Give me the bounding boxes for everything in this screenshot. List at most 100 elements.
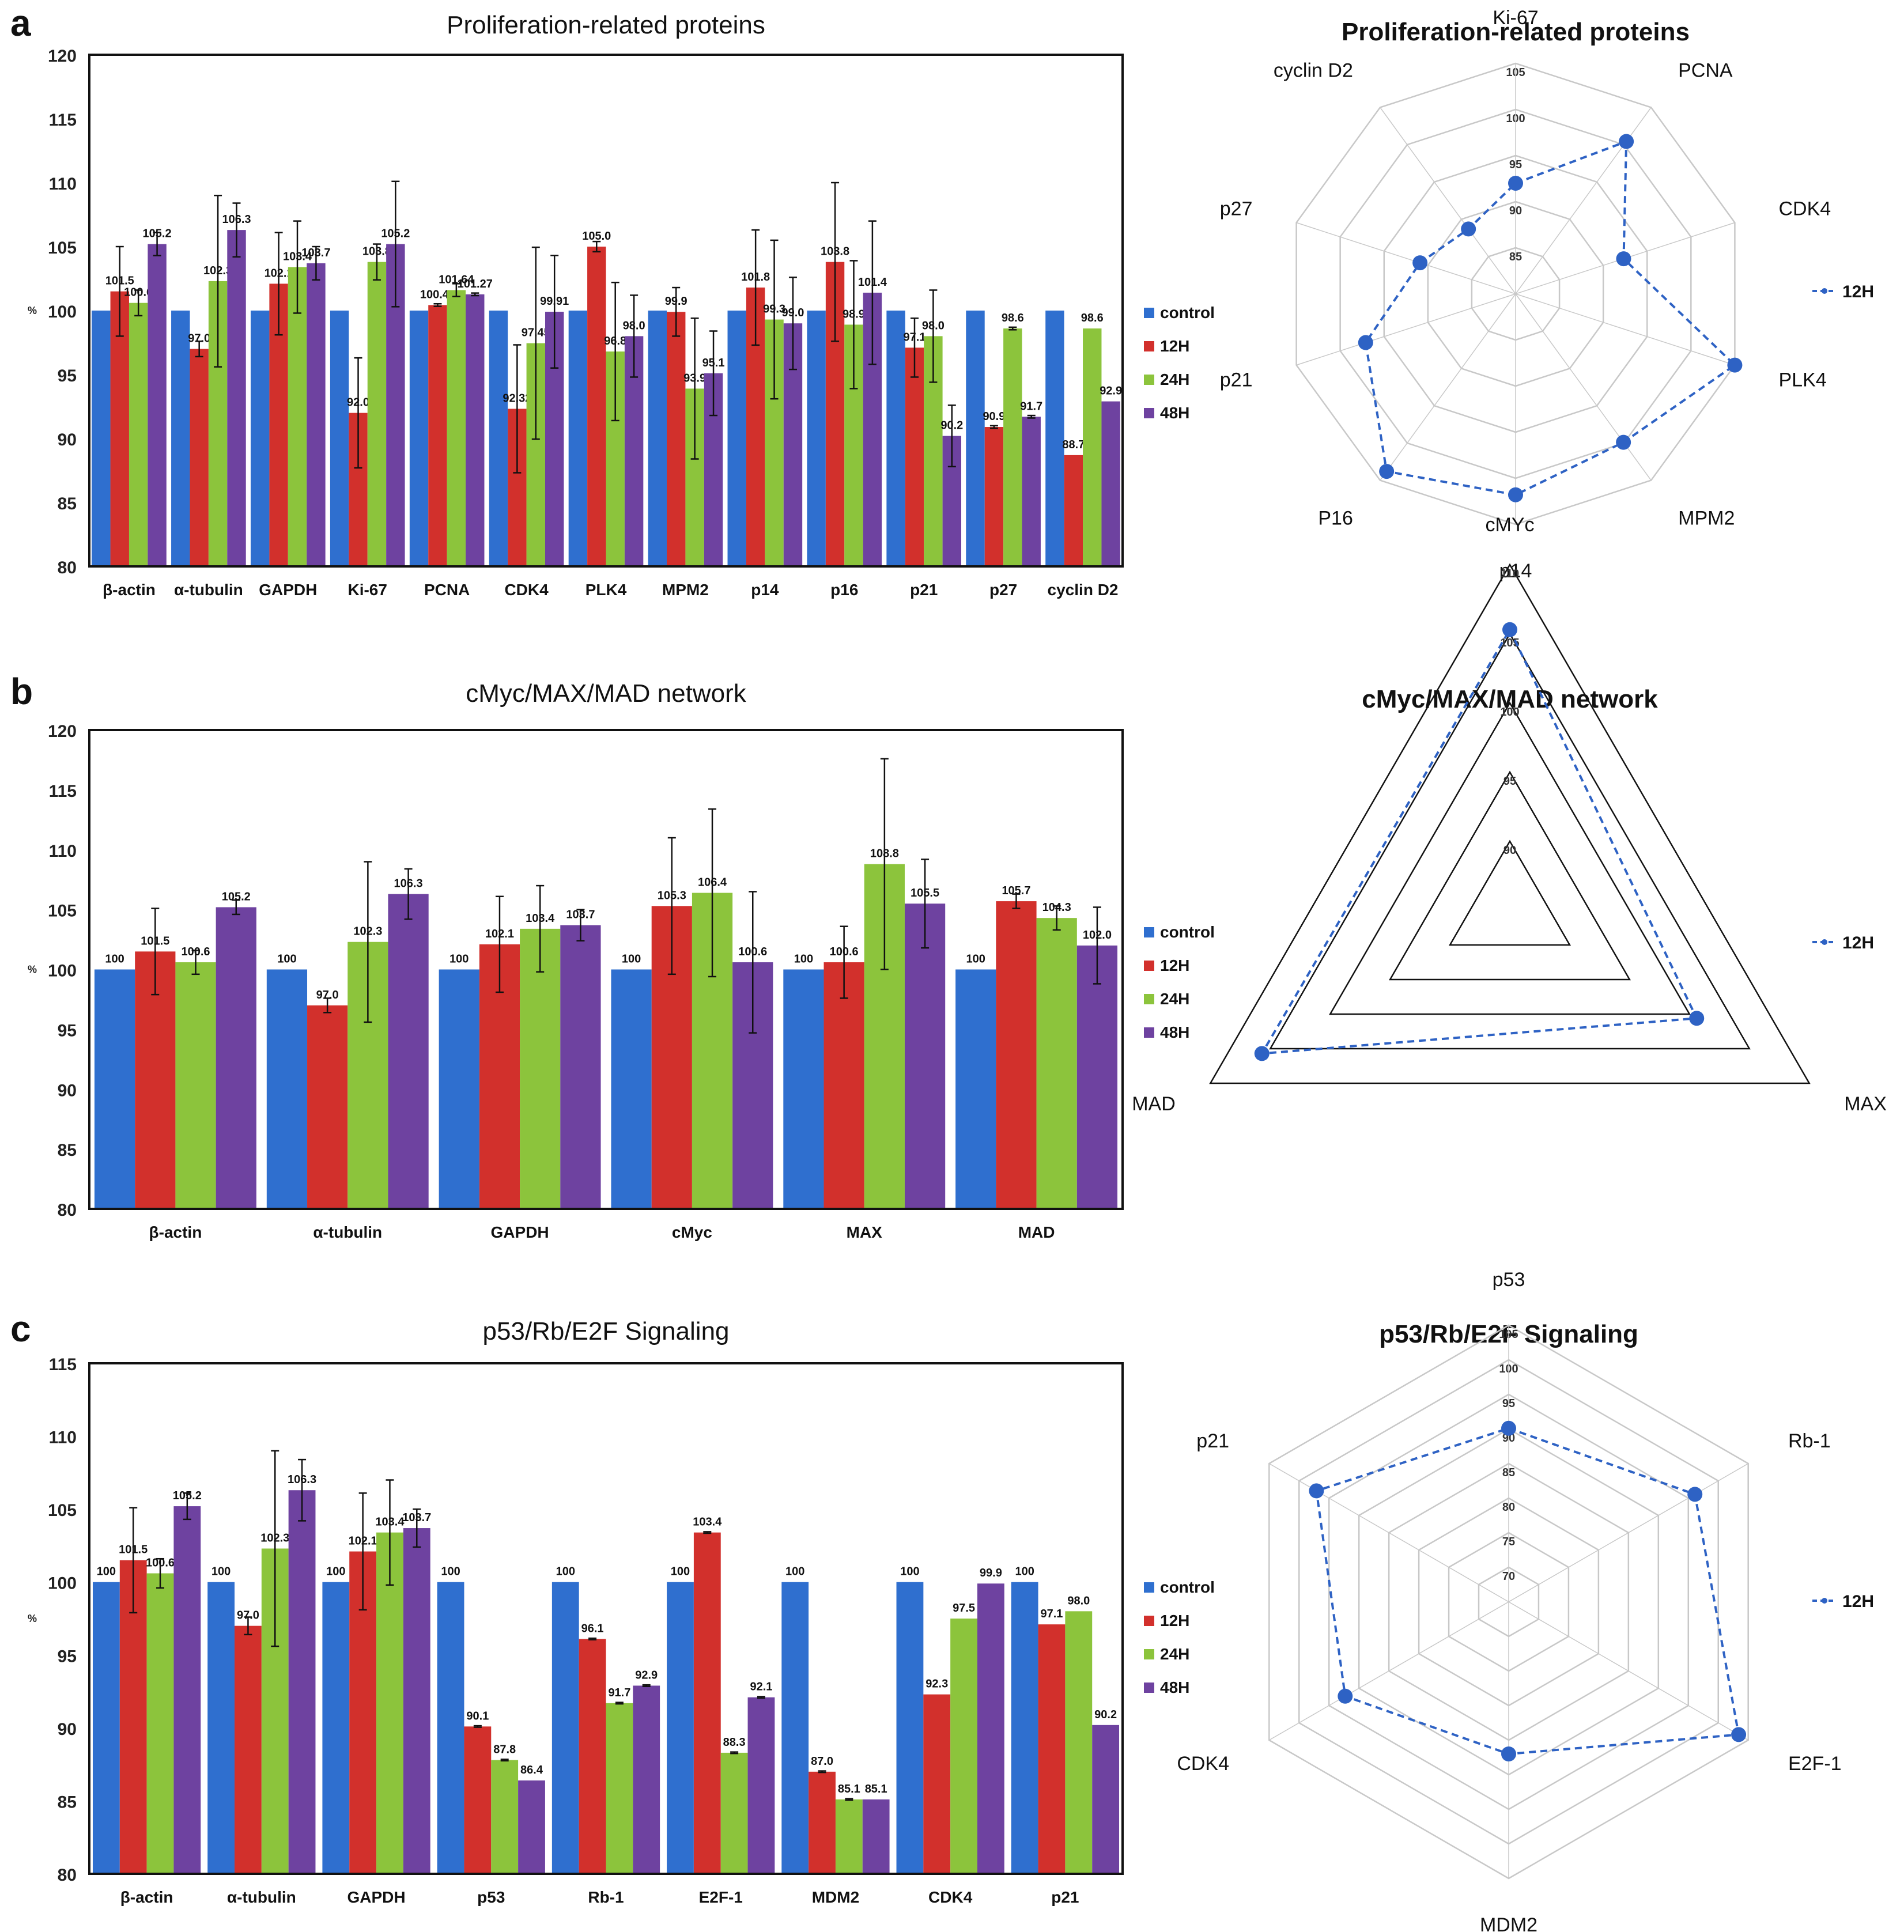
- radar-title: Proliferation-related proteins: [1342, 18, 1690, 46]
- data-label: 105.2: [143, 228, 172, 240]
- bar-12H: [1038, 1624, 1066, 1874]
- data-label: 108.8: [870, 848, 899, 860]
- bar-24H: [835, 1799, 863, 1874]
- radar-point: [1254, 1046, 1270, 1061]
- legend-swatch-48H: [1144, 408, 1154, 418]
- data-label: 102.3: [203, 264, 232, 277]
- bar-48H: [148, 244, 167, 566]
- chart-title: Proliferation-related proteins: [447, 11, 765, 39]
- bar-12H: [667, 312, 686, 566]
- panel-letter: a: [10, 2, 31, 44]
- radar-legend-marker: [1822, 288, 1827, 294]
- data-label: 102.3: [353, 925, 382, 938]
- data-label: 101.27: [458, 278, 493, 290]
- bar-control: [439, 969, 479, 1209]
- chart-title: cMyc/MAX/MAD network: [466, 679, 747, 708]
- data-label: 102.0: [1083, 929, 1112, 942]
- x-tick-label: GAPDH: [491, 1223, 549, 1241]
- bar-24H: [1083, 328, 1102, 566]
- data-label: 105.2: [381, 228, 410, 240]
- x-tick-label: MDM2: [812, 1888, 859, 1906]
- y-tick-label: 115: [49, 782, 77, 801]
- radar-spoke: [1268, 1463, 1509, 1602]
- x-tick-label: CDK4: [504, 581, 549, 599]
- bar-12H: [1064, 455, 1083, 566]
- legend-label: 24H: [1160, 370, 1189, 388]
- data-label: 97.1: [904, 331, 926, 343]
- y-tick-label: 115: [49, 1355, 77, 1374]
- data-label: 105.2: [173, 1489, 202, 1502]
- bar-48H: [633, 1685, 660, 1874]
- data-label: 99.9: [980, 1567, 1002, 1579]
- data-label: 91.7: [1020, 400, 1042, 413]
- data-label: 100: [97, 1566, 116, 1578]
- radar-spoke: [1380, 293, 1516, 481]
- y-tick-label: 80: [58, 558, 77, 577]
- radar-spoke: [1268, 1601, 1509, 1741]
- data-label: 101.5: [141, 935, 169, 947]
- data-label: 87.8: [493, 1744, 516, 1756]
- data-label: 98.6: [1002, 312, 1024, 324]
- legend-swatch-control: [1144, 927, 1154, 937]
- x-tick-label: PCNA: [424, 581, 470, 599]
- y-tick-label: 90: [58, 430, 77, 449]
- bar-48H: [227, 230, 246, 566]
- data-label: 104.3: [1042, 901, 1071, 914]
- legend-label: 24H: [1160, 990, 1189, 1008]
- bar-48H: [747, 1697, 775, 1874]
- x-tick-label: Rb-1: [588, 1888, 624, 1906]
- bar-24H: [129, 303, 148, 566]
- y-tick-label: 120: [48, 722, 77, 741]
- data-label: 92.1: [750, 1681, 772, 1693]
- x-tick-label: p21: [910, 581, 938, 599]
- data-label: 100.6: [146, 1557, 175, 1570]
- bar-12H: [235, 1625, 262, 1874]
- data-label: 101.5: [105, 275, 134, 288]
- data-label: 100: [441, 1566, 460, 1578]
- x-tick-label: α-tubulin: [174, 581, 243, 599]
- y-tick-label: 95: [58, 366, 77, 385]
- y-tick-label: 95: [58, 1021, 77, 1040]
- bar-24H: [288, 267, 307, 566]
- bar-12H: [693, 1532, 721, 1874]
- bar-control: [611, 969, 652, 1209]
- x-tick-label: GAPDH: [347, 1888, 405, 1906]
- data-label: 100.6: [738, 946, 767, 958]
- radar-axis-label: Ki-67: [1493, 7, 1538, 29]
- data-label: 100: [785, 1566, 804, 1578]
- legend-swatch-24H: [1144, 375, 1154, 385]
- x-tick-label: Ki-67: [347, 581, 387, 599]
- y-tick-label: 80: [58, 1201, 77, 1220]
- plot-frame: [88, 1362, 1124, 1875]
- bar-control: [489, 311, 508, 566]
- radar-axis-label: CDK4: [1177, 1753, 1229, 1775]
- radar-point: [1689, 1011, 1705, 1026]
- y-tick-label: 115: [49, 111, 77, 130]
- bar-48H: [560, 925, 601, 1209]
- radar-legend-label: 12H: [1842, 1592, 1874, 1611]
- data-label: 88.7: [1062, 438, 1085, 451]
- radar-axis-label: MAX: [1844, 1093, 1887, 1115]
- data-label: 103.7: [566, 909, 595, 921]
- data-label: 103.8: [821, 245, 849, 258]
- x-tick-label: p21: [1051, 1888, 1079, 1906]
- x-tick-label: cyclin D2: [1048, 581, 1119, 599]
- bar-24H: [1036, 918, 1077, 1209]
- radar-point: [1616, 434, 1631, 450]
- plot-frame: [88, 54, 1124, 568]
- data-label: 92.9: [1100, 385, 1122, 398]
- x-tick-label: p16: [830, 581, 858, 599]
- data-label: 96.8: [604, 335, 626, 347]
- data-label: 98.0: [922, 319, 945, 332]
- bar-12H: [190, 349, 209, 566]
- data-label: 97.1: [1041, 1608, 1063, 1620]
- data-label: 105.2: [222, 890, 251, 903]
- data-label: 90.9: [983, 410, 1005, 423]
- bar-48H: [403, 1528, 430, 1874]
- bar-24H: [367, 262, 387, 566]
- data-label: 100: [211, 1566, 231, 1578]
- y-tick-label: 100: [48, 1574, 77, 1593]
- radar-spoke: [1296, 222, 1516, 294]
- data-label: 102.3: [260, 1532, 289, 1544]
